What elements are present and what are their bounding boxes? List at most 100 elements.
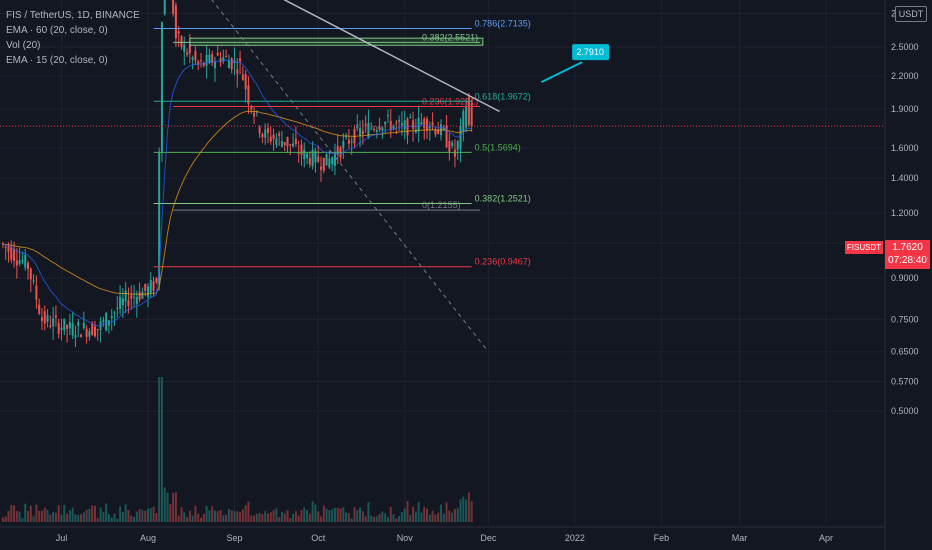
candle-body	[113, 312, 116, 314]
fib-lower-label: 0.236(0.9467)	[475, 257, 531, 267]
candle-body	[49, 325, 52, 327]
currency-unit-button[interactable]: USDT	[895, 6, 927, 22]
candle-body	[303, 149, 306, 160]
candle-body	[445, 125, 448, 148]
volume-bar	[300, 509, 303, 522]
volume-bar	[32, 515, 35, 522]
candle-body	[174, 5, 177, 39]
volume-bar	[135, 511, 138, 522]
candle-body	[264, 129, 267, 138]
callout-arrow	[540, 61, 583, 84]
volume-bar	[18, 511, 21, 522]
candle-body	[66, 325, 69, 329]
volume-label[interactable]: Vol (20)	[6, 40, 41, 51]
volume-bar	[286, 510, 289, 522]
candle-body	[186, 52, 189, 55]
volume-bar	[77, 514, 80, 522]
volume-bar	[40, 510, 43, 522]
volume-bar	[15, 510, 18, 522]
volume-bar	[266, 513, 269, 522]
fib-upper-label: 0(1.2155)	[422, 200, 461, 210]
volume-bar	[211, 506, 214, 522]
volume-bar	[428, 514, 431, 522]
candle-body	[250, 106, 253, 110]
candle-body	[381, 127, 384, 131]
volume-bar	[261, 514, 264, 522]
volume-bar	[378, 514, 381, 522]
volume-bar	[350, 518, 353, 522]
y-tick-label: 0.9000	[891, 273, 919, 283]
candle-body	[194, 50, 197, 61]
volume-bar	[54, 512, 57, 522]
volume-bar	[194, 505, 197, 522]
candle-body	[269, 136, 272, 142]
volume-bar	[208, 510, 211, 522]
candle-body	[180, 36, 183, 47]
supply-zone-box	[189, 37, 484, 46]
chart-legend: FIS / TetherUS, 1D, BINANCE EMA · 60 (20…	[6, 8, 140, 68]
volume-bar	[105, 503, 108, 522]
volume-bar	[241, 509, 244, 522]
candle-body	[38, 304, 41, 314]
candle-body	[205, 54, 208, 66]
symbol-title[interactable]: FIS / TetherUS, 1D, BINANCE	[6, 10, 140, 21]
candle-body	[322, 157, 325, 171]
fib-lower-label: 0.382(1.2521)	[475, 193, 531, 203]
ema-60-label[interactable]: EMA · 60 (20, close, 0)	[6, 25, 108, 36]
candle-body	[91, 323, 94, 336]
candle-body	[1, 243, 4, 245]
fib-upper-label: 0.382(2.5521)	[422, 32, 478, 42]
volume-bar	[99, 507, 102, 522]
candle-body	[130, 295, 133, 299]
candle-body	[470, 103, 473, 127]
candle-body	[286, 136, 289, 147]
candle-body	[88, 331, 91, 337]
candle-body	[378, 126, 381, 130]
volume-bar	[216, 511, 219, 522]
volume-bar	[325, 508, 328, 522]
volume-bar	[227, 508, 230, 522]
candle-body	[342, 140, 345, 149]
candle-body	[266, 128, 269, 133]
candle-body	[241, 74, 244, 80]
candle-body	[188, 44, 191, 54]
volume-bar	[439, 504, 442, 522]
candle-body	[13, 249, 16, 261]
candle-body	[211, 54, 214, 63]
candle-body	[18, 260, 21, 264]
candle-body	[453, 149, 456, 157]
candle-body	[403, 120, 406, 130]
volume-bar	[398, 515, 401, 522]
candle-body	[333, 152, 336, 166]
volume-bar	[442, 513, 445, 522]
volume-bar	[110, 517, 113, 522]
bar-countdown: 07:28:40	[888, 255, 927, 266]
candle-body	[93, 326, 96, 337]
candle-body	[325, 153, 328, 166]
volume-bar	[406, 501, 409, 522]
volume-bar	[250, 515, 253, 522]
volume-bar	[356, 510, 359, 522]
candle-body	[350, 141, 353, 143]
ema-15-label[interactable]: EMA · 15 (20, close, 0)	[6, 55, 108, 66]
x-tick-label: 2022	[565, 533, 585, 543]
volume-bar	[107, 514, 110, 522]
candle-body	[255, 111, 258, 113]
candle-body	[456, 141, 459, 150]
volume-bar	[381, 511, 384, 522]
candle-body	[208, 54, 211, 64]
volume-bar	[283, 513, 286, 522]
candle-body	[24, 255, 27, 268]
volume-bar	[222, 515, 225, 522]
volume-bar	[317, 511, 320, 522]
callout-label: 2.7910	[576, 47, 604, 57]
volume-bar	[85, 509, 88, 522]
candle-body	[289, 144, 292, 146]
candle-body	[412, 120, 415, 129]
volume-bar	[127, 510, 130, 522]
dashed-diagonal-line	[211, 0, 487, 349]
volume-bar	[333, 507, 336, 522]
volume-bar	[389, 506, 392, 522]
